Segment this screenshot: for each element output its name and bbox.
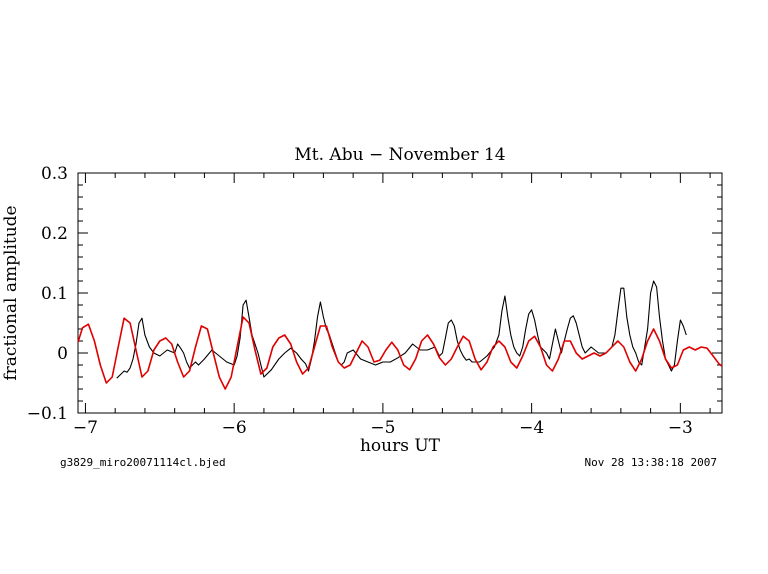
y-axis-label: fractional amplitude	[1, 205, 21, 380]
x-tick-label: −6	[222, 418, 247, 438]
axis-ticks	[78, 172, 722, 414]
plot-frame	[77, 172, 723, 414]
x-axis-label: hours UT	[360, 436, 441, 456]
x-tick-label: −3	[668, 418, 693, 438]
x-tick-label: −5	[370, 418, 395, 438]
y-tick-label: 0	[57, 344, 68, 364]
y-tick-label: 0.1	[41, 284, 68, 304]
x-tick-label: −4	[519, 418, 544, 438]
footer-filename: g3829_miro20071114cl.bjed	[60, 456, 226, 469]
plot-border	[77, 172, 723, 414]
footer-timestamp: Nov 28 13:38:18 2007	[585, 456, 717, 469]
y-tick-label: −0.1	[27, 404, 68, 424]
x-tick-label: −7	[73, 418, 98, 438]
y-tick-label: 0.2	[41, 224, 68, 244]
series-line-1	[116, 280, 687, 379]
series-line-2	[77, 316, 723, 390]
y-tick-label: 0.3	[41, 164, 68, 184]
tick-labels: −7 −6 −5 −4 −3 −0.1 0 0.1 0.2 0.3	[27, 164, 693, 438]
series-layer	[77, 280, 723, 390]
chart-title: Mt. Abu − November 14	[294, 145, 505, 165]
